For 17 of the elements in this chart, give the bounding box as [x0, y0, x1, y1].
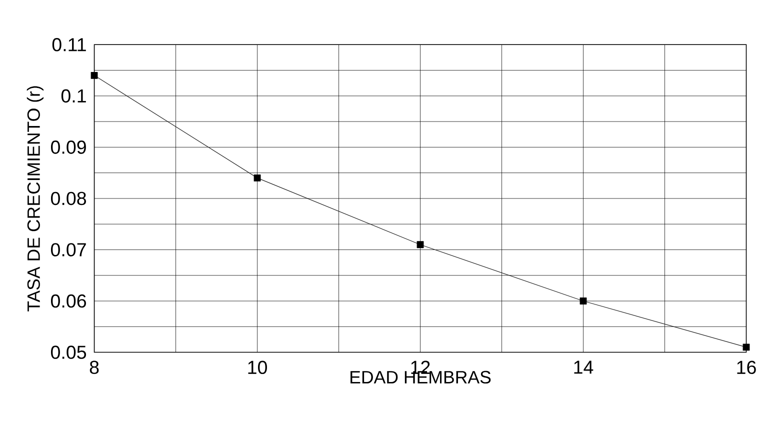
- y-tick-label: 0.08: [50, 192, 86, 206]
- point: [254, 174, 261, 182]
- y-tick-label: 0.05: [50, 346, 86, 360]
- x-tick-label: 14: [574, 360, 594, 374]
- point: [90, 72, 98, 80]
- y-tick-label: 0.11: [52, 38, 86, 52]
- y-tick-label: 0.07: [50, 243, 86, 257]
- point: [742, 344, 750, 351]
- point: [416, 241, 424, 248]
- y-tick-label: 0.1: [61, 89, 86, 103]
- point: [580, 298, 587, 305]
- y-tick-label: 0.06: [50, 294, 86, 308]
- x-tick-label: 8: [90, 360, 99, 374]
- y-axis-title: TASA DE CRECIMIENTO (r): [26, 86, 44, 312]
- y-tick-label: 0.09: [50, 140, 86, 154]
- x-tick-label: 10: [248, 360, 267, 374]
- x-tick-label: 16: [737, 360, 756, 374]
